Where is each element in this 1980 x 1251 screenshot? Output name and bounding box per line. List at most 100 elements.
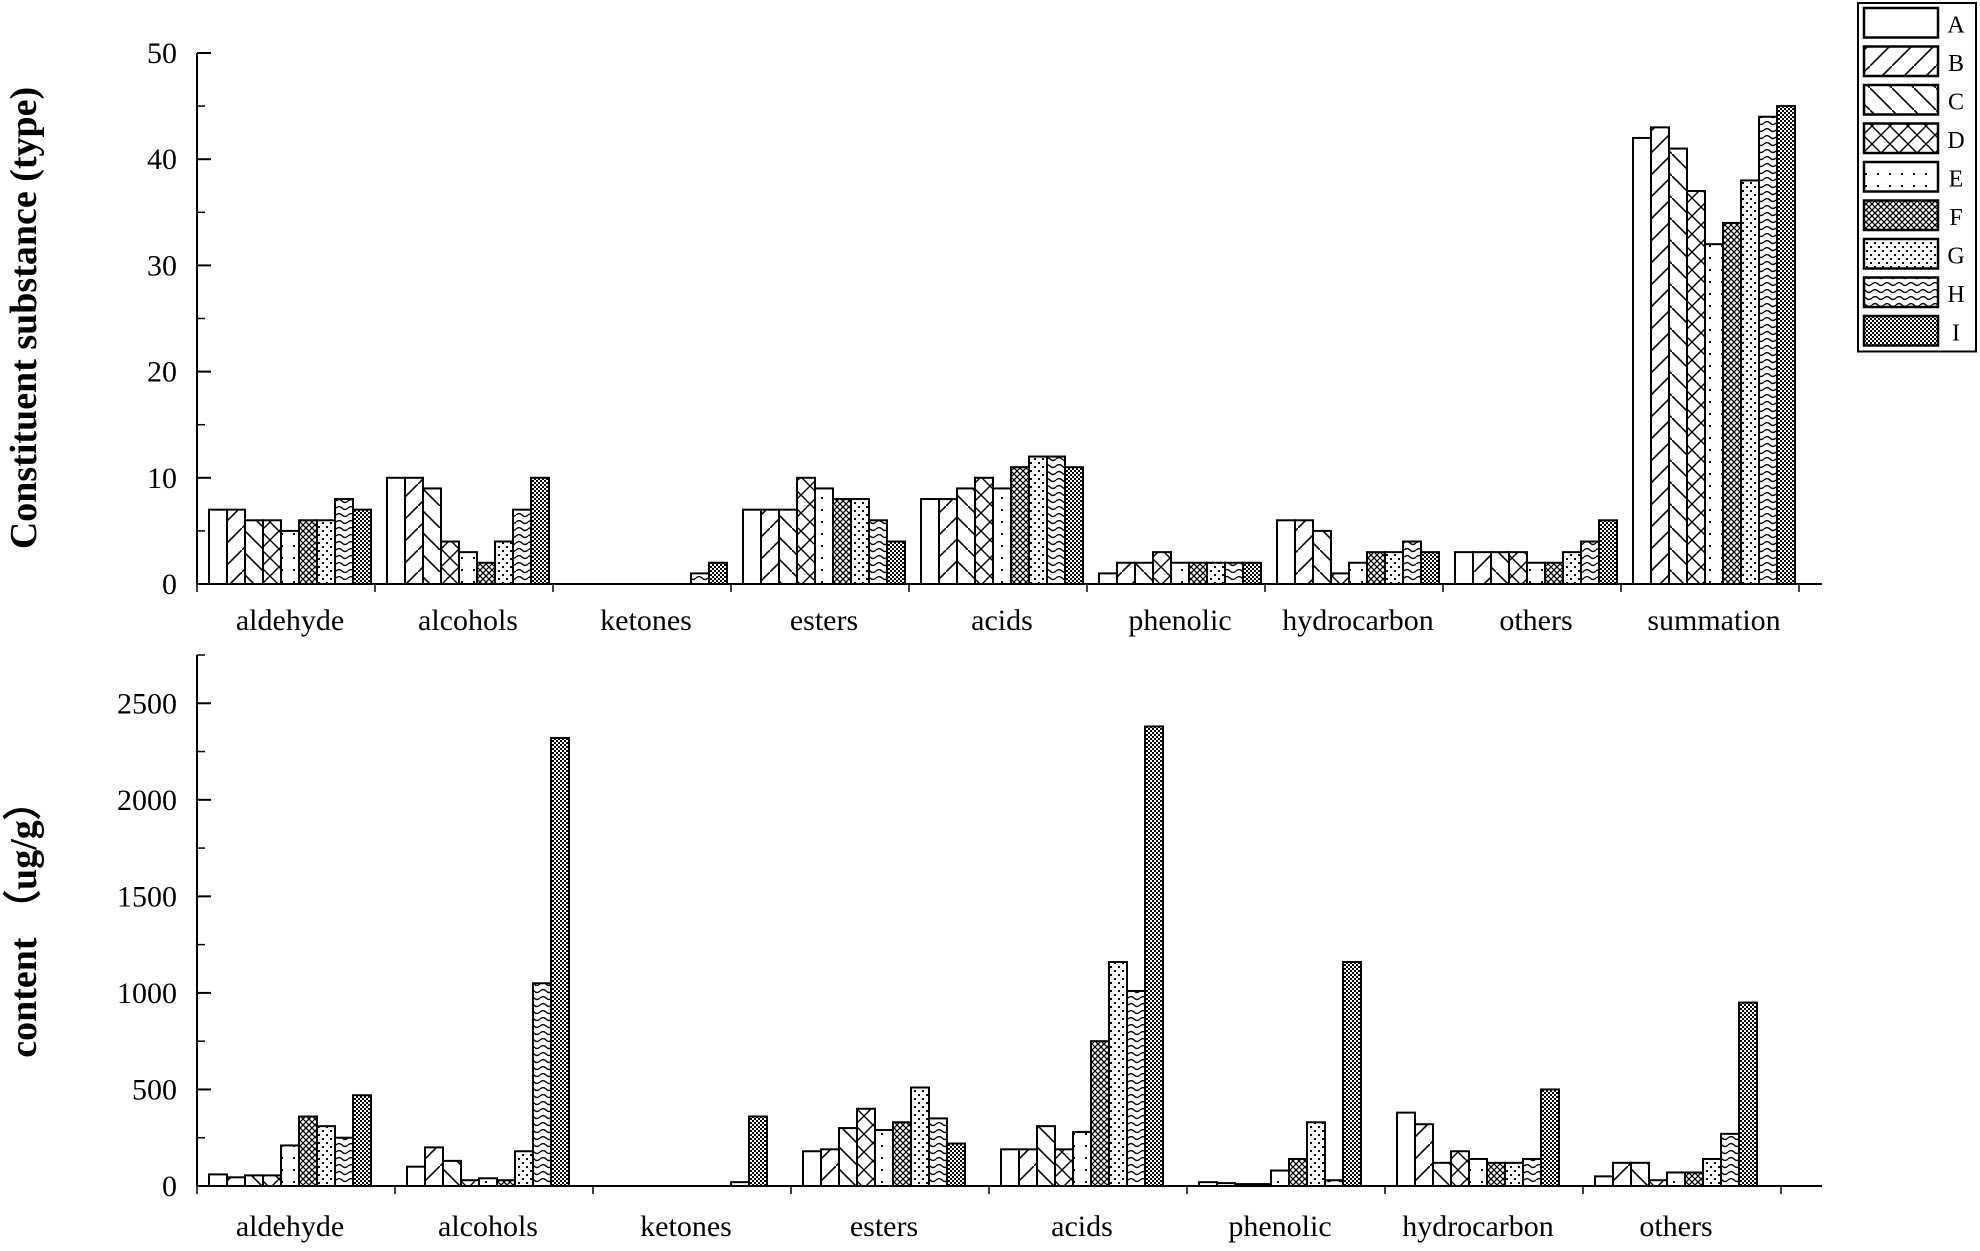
y-tick-label: 1500 bbox=[117, 880, 177, 913]
bar-A-esters bbox=[742, 508, 762, 585]
bar-I-aldehyde bbox=[352, 1094, 372, 1188]
category-label: alcohols bbox=[438, 1210, 538, 1243]
legend-label-I: I bbox=[1952, 321, 1960, 347]
bar-H-ketones bbox=[730, 1181, 750, 1188]
bar-H-esters bbox=[868, 519, 888, 586]
bar-E-phenolic bbox=[1170, 561, 1190, 586]
y-tick-label: 40 bbox=[147, 143, 177, 176]
bar-G-esters bbox=[910, 1086, 930, 1188]
legend-swatch-A bbox=[1862, 6, 1940, 39]
bar-D-phenolic bbox=[1152, 551, 1172, 586]
bar-C-phenolic bbox=[1234, 1183, 1254, 1188]
bar-A-alcohols bbox=[406, 1165, 426, 1188]
bar-D-aldehyde bbox=[262, 519, 282, 586]
bar-C-aldehyde bbox=[244, 519, 264, 586]
bar-G-phenolic bbox=[1306, 1121, 1326, 1188]
bar-D-phenolic bbox=[1252, 1183, 1272, 1188]
legend-swatch-F bbox=[1862, 199, 1940, 232]
bar-H-aldehyde bbox=[334, 1136, 354, 1188]
y-tick-label: 50 bbox=[147, 37, 177, 70]
bar-C-acids bbox=[1036, 1125, 1056, 1188]
y-tick-label: 30 bbox=[147, 249, 177, 282]
bar-D-others bbox=[1508, 551, 1528, 586]
bar-D-aldehyde bbox=[262, 1174, 282, 1188]
bar-G-others bbox=[1562, 551, 1582, 586]
bar-F-hydrocarbon bbox=[1366, 551, 1386, 586]
bar-B-esters bbox=[760, 508, 780, 585]
bar-H-phenolic bbox=[1324, 1179, 1344, 1188]
bar-E-esters bbox=[814, 487, 834, 586]
bar-C-hydrocarbon bbox=[1432, 1161, 1452, 1188]
bar-A-acids bbox=[1000, 1148, 1020, 1188]
bar-H-others bbox=[1580, 540, 1600, 586]
legend-swatch-G bbox=[1862, 237, 1940, 270]
bar-D-esters bbox=[796, 476, 816, 585]
bar-I-ketones bbox=[748, 1115, 768, 1188]
category-label: hydrocarbon bbox=[1282, 604, 1434, 637]
bar-A-phenolic bbox=[1198, 1181, 1218, 1188]
bar-I-phenolic bbox=[1342, 961, 1362, 1187]
bar-A-esters bbox=[802, 1150, 822, 1188]
bar-C-esters bbox=[778, 508, 798, 585]
legend-label-D: D bbox=[1947, 128, 1964, 154]
chart-bottom: 0 500 1000 1500 2000 2500 content （ug/g） aldehy… bbox=[3, 654, 1822, 1243]
bar-B-summation bbox=[1650, 126, 1670, 585]
bar-A-aldehyde bbox=[208, 508, 228, 585]
bar-F-hydrocarbon bbox=[1486, 1161, 1506, 1188]
bar-F-esters bbox=[892, 1121, 912, 1188]
bar-I-alcohols bbox=[550, 737, 570, 1188]
bar-G-alcohols bbox=[494, 540, 514, 586]
legend-label-E: E bbox=[1949, 167, 1964, 193]
bar-E-summation bbox=[1704, 243, 1724, 585]
legend-swatch-E bbox=[1862, 160, 1940, 193]
bar-I-hydrocarbon bbox=[1420, 551, 1440, 586]
bar-I-acids bbox=[1064, 466, 1084, 585]
bar-C-aldehyde bbox=[244, 1174, 264, 1188]
bar-H-summation bbox=[1758, 115, 1778, 585]
bar-C-alcohols bbox=[442, 1159, 462, 1188]
bar-E-others bbox=[1666, 1171, 1686, 1188]
y-tick-label: 0 bbox=[162, 1170, 177, 1203]
bar-F-others bbox=[1684, 1171, 1704, 1188]
bar-G-phenolic bbox=[1206, 561, 1226, 586]
bar-I-esters bbox=[886, 540, 906, 586]
bar-A-hydrocarbon bbox=[1396, 1111, 1416, 1188]
bar-C-others bbox=[1630, 1161, 1650, 1188]
bar-C-esters bbox=[838, 1127, 858, 1188]
bar-F-summation bbox=[1722, 221, 1742, 585]
bar-H-hydrocarbon bbox=[1402, 540, 1422, 586]
bar-I-alcohols bbox=[530, 476, 550, 585]
bar-D-acids bbox=[1054, 1148, 1074, 1188]
bar-D-hydrocarbon bbox=[1330, 572, 1350, 586]
bar-B-alcohols bbox=[424, 1146, 444, 1188]
bar-B-acids bbox=[1018, 1148, 1038, 1188]
bar-H-acids bbox=[1046, 455, 1066, 585]
bar-G-hydrocarbon bbox=[1384, 551, 1404, 586]
bar-I-summation bbox=[1776, 105, 1796, 585]
bar-D-esters bbox=[856, 1107, 876, 1188]
y-tick-label: 10 bbox=[147, 462, 177, 495]
bar-H-others bbox=[1720, 1132, 1740, 1188]
y-tick-label: 0 bbox=[162, 568, 177, 601]
bar-D-summation bbox=[1686, 190, 1706, 585]
bar-E-alcohols bbox=[458, 551, 478, 586]
category-label: acids bbox=[1051, 1210, 1113, 1243]
y-tick-label: 2500 bbox=[117, 687, 177, 720]
bar-G-others bbox=[1702, 1157, 1722, 1188]
bar-F-aldehyde bbox=[298, 519, 318, 586]
category-label: ketones bbox=[600, 604, 692, 637]
category-label: esters bbox=[790, 604, 858, 637]
bar-C-others bbox=[1490, 551, 1510, 586]
legend-label-G: G bbox=[1947, 244, 1964, 270]
bar-D-others bbox=[1648, 1179, 1668, 1188]
bar-A-summation bbox=[1632, 136, 1652, 586]
bar-E-esters bbox=[874, 1129, 894, 1188]
bar-F-acids bbox=[1090, 1040, 1110, 1187]
legend-swatch-I bbox=[1862, 314, 1940, 347]
category-label: acids bbox=[971, 604, 1033, 637]
bar-I-others bbox=[1738, 1001, 1758, 1188]
legend-label-B: B bbox=[1948, 51, 1964, 77]
bar-G-acids bbox=[1028, 455, 1048, 585]
category-label: aldehyde bbox=[236, 1210, 344, 1243]
bar-F-aldehyde bbox=[298, 1115, 318, 1188]
